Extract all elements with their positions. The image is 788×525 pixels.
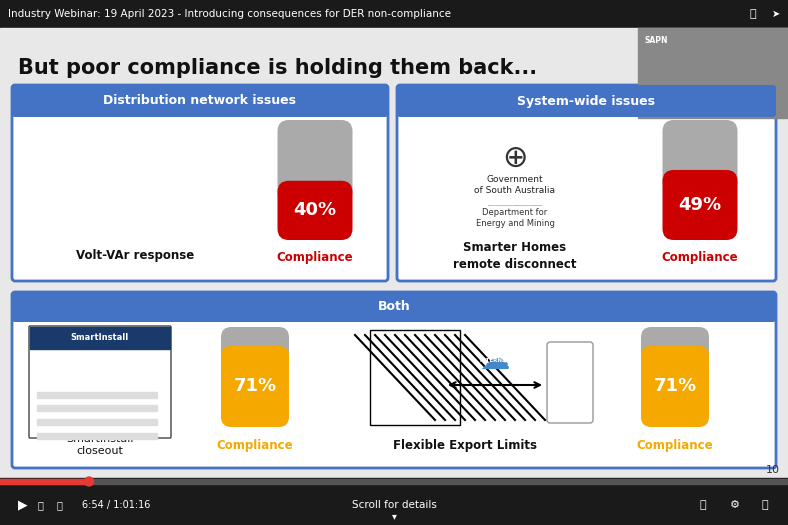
Text: Volt-VAr response: Volt-VAr response xyxy=(76,249,194,262)
Bar xyxy=(0,479,89,484)
Bar xyxy=(37,433,157,439)
Bar xyxy=(37,392,157,398)
Text: SmartInstall
closeout: SmartInstall closeout xyxy=(66,434,134,456)
Text: INTERNET: INTERNET xyxy=(480,358,511,362)
FancyBboxPatch shape xyxy=(641,327,709,366)
Text: 40%: 40% xyxy=(293,202,336,219)
Bar xyxy=(30,327,170,349)
FancyBboxPatch shape xyxy=(547,342,593,423)
Text: 49%: 49% xyxy=(678,196,722,214)
Text: SAPN: SAPN xyxy=(645,36,668,45)
Text: Smarter Homes
remote disconnect: Smarter Homes remote disconnect xyxy=(453,241,577,271)
Text: Compliance: Compliance xyxy=(277,251,353,265)
Bar xyxy=(30,327,170,437)
Bar xyxy=(37,419,157,425)
Text: 71%: 71% xyxy=(653,377,697,395)
Text: ➤: ➤ xyxy=(772,9,780,19)
FancyBboxPatch shape xyxy=(12,85,388,281)
FancyBboxPatch shape xyxy=(663,170,738,240)
Text: ⏭: ⏭ xyxy=(38,500,44,510)
Bar xyxy=(0,479,788,484)
Bar xyxy=(638,28,788,118)
FancyBboxPatch shape xyxy=(12,292,776,322)
Text: Flexible Export Limits: Flexible Export Limits xyxy=(393,438,537,452)
Text: 71%: 71% xyxy=(233,377,277,395)
FancyBboxPatch shape xyxy=(12,292,776,468)
Text: ⛶: ⛶ xyxy=(762,500,768,510)
Text: Scroll for details: Scroll for details xyxy=(351,500,437,510)
Text: ⬜: ⬜ xyxy=(700,500,707,510)
Text: Department for
Energy and Mining: Department for Energy and Mining xyxy=(476,207,555,228)
Text: ⚙: ⚙ xyxy=(730,500,740,510)
Text: Compliance: Compliance xyxy=(637,438,713,452)
FancyBboxPatch shape xyxy=(29,326,171,438)
Text: ☁: ☁ xyxy=(480,345,511,374)
Text: But poor compliance is holding them back...: But poor compliance is holding them back… xyxy=(18,58,537,78)
FancyBboxPatch shape xyxy=(277,120,352,203)
FancyBboxPatch shape xyxy=(277,181,352,240)
Text: ▶: ▶ xyxy=(18,499,28,511)
Text: ▾: ▾ xyxy=(392,511,396,521)
Text: Government
of South Australia: Government of South Australia xyxy=(474,175,556,195)
FancyBboxPatch shape xyxy=(221,346,289,427)
Text: Distribution network issues: Distribution network issues xyxy=(103,94,296,108)
Bar xyxy=(0,28,788,478)
FancyBboxPatch shape xyxy=(397,85,776,117)
FancyBboxPatch shape xyxy=(12,85,388,117)
Text: System-wide issues: System-wide issues xyxy=(518,94,656,108)
Text: 6:54 / 1:01:16: 6:54 / 1:01:16 xyxy=(82,500,151,510)
Text: 10: 10 xyxy=(766,465,780,475)
Text: Both: Both xyxy=(377,300,411,313)
Circle shape xyxy=(84,477,94,486)
Bar xyxy=(0,478,788,525)
Text: 🕐: 🕐 xyxy=(750,9,756,19)
FancyBboxPatch shape xyxy=(663,120,738,193)
Text: Compliance: Compliance xyxy=(217,438,293,452)
Bar xyxy=(370,330,460,425)
FancyBboxPatch shape xyxy=(397,85,776,281)
Text: Industry Webinar: 19 April 2023 - Introducing consequences for DER non-complianc: Industry Webinar: 19 April 2023 - Introd… xyxy=(8,9,451,19)
Text: SmartInstall: SmartInstall xyxy=(71,333,129,342)
Text: 🔊: 🔊 xyxy=(57,500,63,510)
Text: Compliance: Compliance xyxy=(662,251,738,265)
Bar xyxy=(37,405,157,411)
Text: ⊕: ⊕ xyxy=(502,143,528,173)
Bar xyxy=(375,335,455,420)
FancyBboxPatch shape xyxy=(641,346,709,427)
FancyBboxPatch shape xyxy=(221,327,289,366)
Text: ─────────────: ───────────── xyxy=(487,203,543,209)
Bar xyxy=(0,0,788,28)
